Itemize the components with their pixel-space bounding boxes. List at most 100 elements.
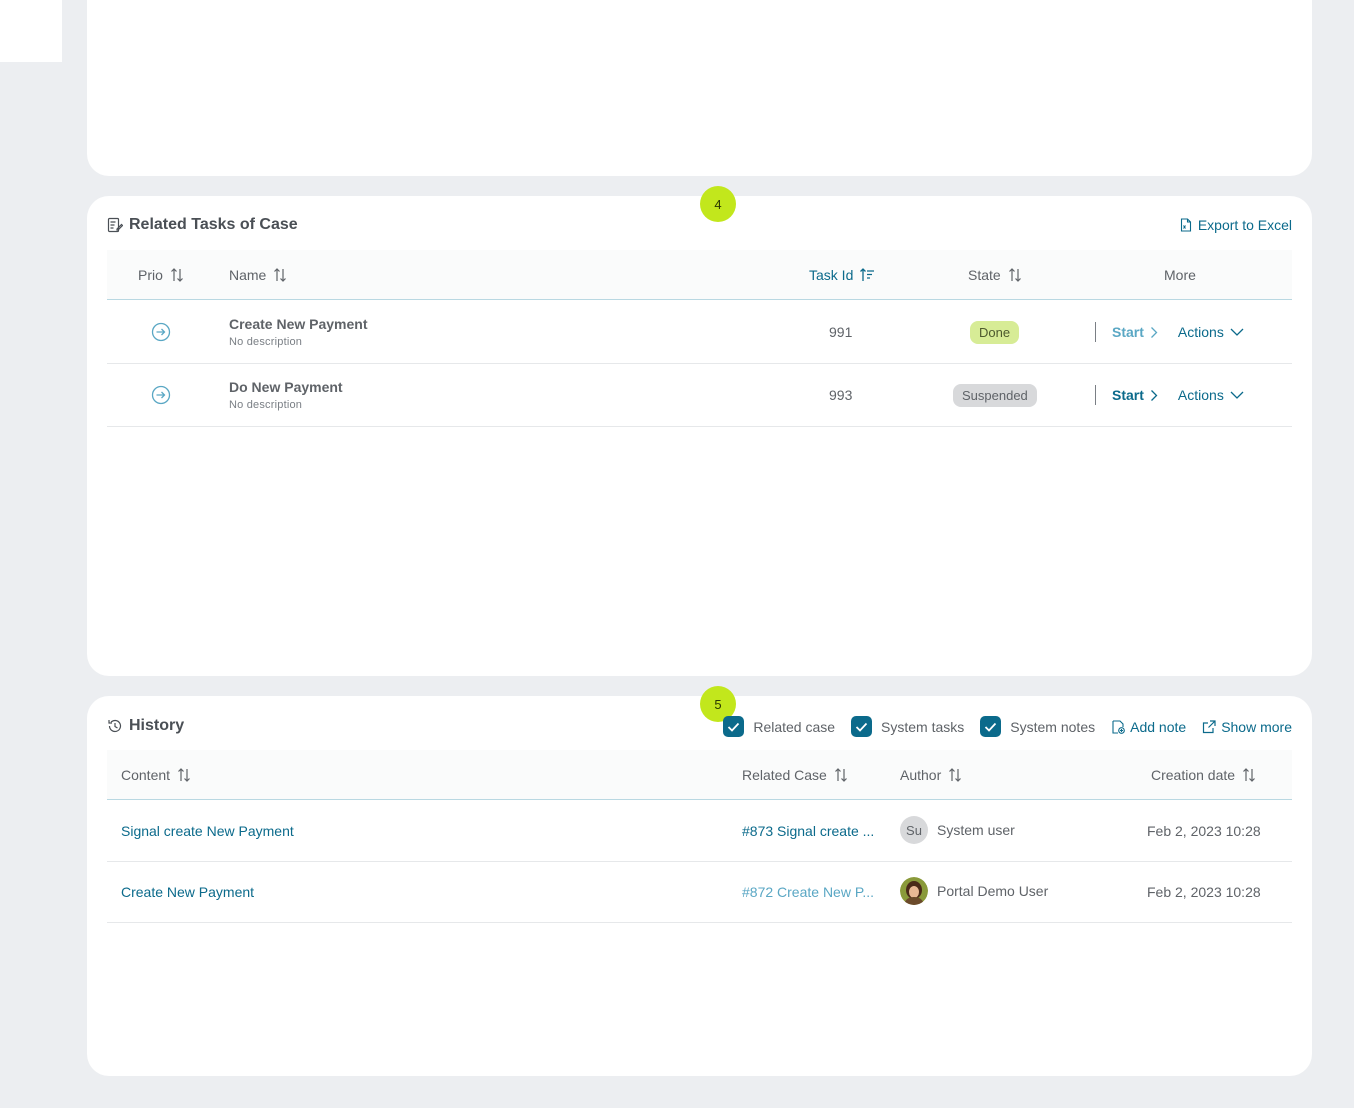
history-card: 5 History Related case System tasks Syst… — [87, 686, 1312, 1076]
col-more-label: More — [1164, 267, 1196, 283]
status-badge: Done — [970, 320, 1020, 344]
show-more-link[interactable]: Show more — [1202, 719, 1292, 735]
checkbox-checked[interactable] — [980, 716, 1002, 737]
more-cell: Start Actions — [1095, 301, 1244, 363]
sort-icon — [170, 268, 183, 282]
export-label: Export to Excel — [1197, 217, 1292, 233]
name-cell[interactable]: Create New Payment No description — [229, 301, 368, 363]
prio-cell — [151, 301, 171, 363]
start-button[interactable]: Start — [1112, 324, 1158, 340]
sort-icon — [949, 768, 962, 782]
history-title-text: History — [129, 717, 185, 734]
sort-icon — [834, 768, 847, 782]
task-description: No description — [229, 336, 303, 348]
tasks-card-title: Related Tasks of Case — [107, 216, 298, 234]
related-case-link[interactable]: #872 Create New P... — [742, 884, 875, 900]
task-name[interactable]: Create New Payment — [229, 316, 368, 332]
col-author-label: Author — [900, 767, 942, 783]
add-note-link[interactable]: Add note — [1111, 719, 1186, 735]
sort-icon — [1243, 768, 1255, 782]
col-state-label: State — [968, 267, 1001, 283]
task-name[interactable]: Do New Payment — [229, 379, 343, 395]
status-badge: Suspended — [953, 383, 1037, 407]
actions-label: Actions — [1177, 324, 1224, 340]
history-table-header: Content Related Case Author Creation dat… — [107, 750, 1292, 800]
state-cell: Suspended — [953, 364, 1037, 426]
col-task-id-label: Task Id — [809, 267, 854, 283]
col-creation-date-label: Creation date — [1151, 767, 1236, 783]
checkmark-icon — [985, 722, 997, 732]
col-related-case[interactable]: Related Case — [742, 750, 849, 800]
checkmark-icon — [855, 722, 868, 732]
name-cell[interactable]: Do New Payment No description — [229, 364, 343, 426]
col-content[interactable]: Content — [121, 750, 192, 800]
checkbox-checked[interactable] — [851, 716, 873, 737]
related-tasks-card: 4 Related Tasks of Case Export to Excel … — [87, 186, 1312, 676]
task-description: No description — [229, 399, 303, 411]
task-id: 993 — [829, 387, 853, 403]
col-name[interactable]: Name — [229, 250, 288, 300]
table-row[interactable]: Signal create New Payment #873 Signal cr… — [107, 801, 1292, 862]
creation-date: Feb 2, 2023 10:28 — [1147, 884, 1261, 900]
col-creation-date[interactable]: Creation date — [1151, 750, 1257, 800]
divider — [1095, 385, 1096, 405]
history-card-title: History — [107, 717, 184, 735]
start-label: Start — [1112, 324, 1144, 340]
avatar: Su — [900, 816, 928, 844]
excel-file-icon — [1180, 218, 1191, 232]
arrow-right-circle-icon — [151, 322, 171, 342]
more-cell: Start Actions — [1095, 364, 1244, 426]
table-row[interactable]: Do New Payment No description 993 Suspen… — [107, 364, 1292, 427]
prio-cell — [151, 364, 171, 426]
history-content-link[interactable]: Create New Payment — [121, 884, 255, 900]
task-list-icon — [107, 217, 123, 233]
actions-dropdown[interactable]: Actions — [1178, 387, 1244, 403]
arrow-right-circle-icon — [151, 385, 171, 405]
task-id: 991 — [829, 324, 853, 340]
table-row[interactable]: Create New Payment #872 Create New P... … — [107, 862, 1292, 923]
col-author[interactable]: Author — [900, 750, 963, 800]
related-case-link[interactable]: #873 Signal create ... — [742, 823, 875, 839]
system-tasks-label: System tasks — [881, 718, 965, 735]
col-prio[interactable]: Prio — [138, 250, 185, 300]
col-related-case-label: Related Case — [742, 767, 827, 783]
sort-ascending-icon — [860, 268, 875, 281]
col-task-id[interactable]: Task Id — [809, 250, 875, 300]
sort-icon — [274, 268, 287, 282]
state-cell: Done — [970, 301, 1020, 363]
divider — [1095, 322, 1096, 342]
sort-icon — [1008, 268, 1021, 282]
chevron-down-icon — [1230, 328, 1244, 336]
start-button[interactable]: Start — [1112, 387, 1158, 403]
history-toolbar: Related case System tasks System notes A… — [723, 716, 1292, 737]
table-row[interactable]: Create New Payment No description 991 Do… — [107, 301, 1292, 364]
external-link-icon — [1203, 719, 1216, 733]
start-label: Start — [1112, 387, 1144, 403]
add-note-label: Add note — [1130, 718, 1187, 735]
col-more: More — [1164, 250, 1196, 300]
export-to-excel-link[interactable]: Export to Excel — [1179, 217, 1292, 233]
col-state[interactable]: State — [968, 250, 1023, 300]
sidebar-stub — [0, 0, 62, 62]
author-name: System user — [937, 822, 1015, 838]
related-case-label: Related case — [753, 718, 836, 735]
system-tasks-checkbox[interactable]: System tasks — [851, 716, 964, 737]
col-prio-label: Prio — [138, 267, 163, 283]
history-content-link[interactable]: Signal create New Payment — [121, 823, 294, 839]
checkmark-icon — [728, 722, 740, 732]
tasks-card-title-text: Related Tasks of Case — [129, 216, 298, 233]
author-cell: Su System user — [900, 801, 1015, 859]
related-case-checkbox[interactable]: Related case — [723, 716, 835, 737]
chevron-down-icon — [1230, 391, 1244, 399]
history-icon — [108, 719, 122, 733]
author-name: Portal Demo User — [937, 883, 1049, 899]
creation-date: Feb 2, 2023 10:28 — [1147, 823, 1261, 839]
step-badge-4: 4 — [700, 186, 736, 222]
checkbox-checked[interactable] — [723, 716, 745, 737]
system-notes-checkbox[interactable]: System notes — [980, 716, 1095, 737]
avatar — [900, 877, 928, 905]
col-content-label: Content — [121, 767, 171, 783]
actions-label: Actions — [1177, 387, 1224, 403]
col-name-label: Name — [229, 267, 267, 283]
actions-dropdown[interactable]: Actions — [1178, 324, 1244, 340]
